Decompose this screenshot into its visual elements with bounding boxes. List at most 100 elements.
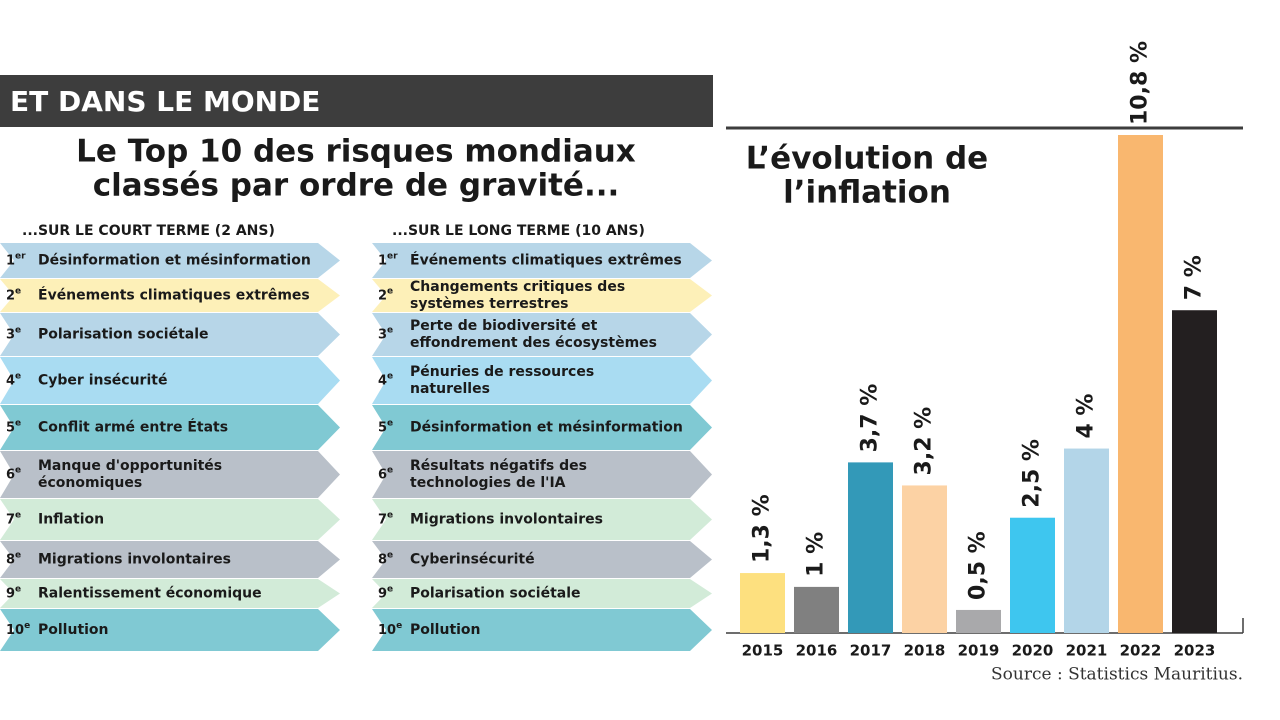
value-label: 2,5 % bbox=[1020, 439, 1045, 508]
rank: 7e bbox=[6, 510, 21, 527]
rank-number: 1 bbox=[378, 253, 387, 268]
risk-label: Pollution bbox=[38, 622, 109, 638]
rank-suffix: e bbox=[15, 286, 21, 296]
title-line: classés par ordre de gravité... bbox=[93, 168, 620, 204]
rank: 3e bbox=[378, 325, 393, 342]
risk-row bbox=[0, 579, 340, 608]
x-tick-label: 2022 bbox=[1120, 642, 1162, 660]
rank-number: 1 bbox=[6, 253, 15, 268]
rank-suffix: e bbox=[387, 325, 393, 335]
rank-suffix: e bbox=[15, 465, 21, 475]
risk-row bbox=[0, 313, 340, 356]
risk-row bbox=[372, 243, 712, 278]
rank: 6e bbox=[378, 465, 393, 482]
rank: 7e bbox=[378, 510, 393, 527]
risk-label: Perte de biodiversité et bbox=[410, 318, 598, 334]
risk-row bbox=[0, 405, 340, 450]
risk-row bbox=[372, 279, 712, 312]
risk-label: Résultats négatifs des bbox=[410, 458, 587, 474]
rank-suffix: e bbox=[387, 584, 393, 594]
risk-label: Événements climatiques extrêmes bbox=[410, 252, 682, 269]
rank-number: 2 bbox=[378, 288, 387, 303]
rank-number: 7 bbox=[6, 512, 15, 527]
bar bbox=[740, 573, 785, 633]
rank-number: 8 bbox=[378, 552, 387, 567]
rank: 9e bbox=[378, 584, 393, 601]
rank: 2e bbox=[378, 286, 393, 303]
list-heading: ...SUR LE LONG TERME (10 ANS) bbox=[392, 223, 645, 239]
rank-number: 3 bbox=[378, 327, 387, 342]
rank-number: 6 bbox=[6, 467, 15, 482]
bar bbox=[1064, 448, 1109, 633]
value-label: 4 % bbox=[1074, 394, 1099, 439]
risk-label: Polarisation sociétale bbox=[410, 586, 581, 602]
title-line: Le Top 10 des risques mondiaux bbox=[76, 134, 636, 170]
risk-label: Migrations involontaires bbox=[410, 512, 603, 528]
rank: 1er bbox=[378, 251, 398, 268]
x-tick-label: 2018 bbox=[904, 642, 946, 660]
rank-suffix: e bbox=[387, 286, 393, 296]
risk-label: Changements critiques des bbox=[410, 279, 625, 295]
rank: 2e bbox=[6, 286, 21, 303]
value-label: 3,2 % bbox=[912, 407, 937, 476]
bar bbox=[1172, 310, 1217, 633]
rank-suffix: e bbox=[15, 584, 21, 594]
risk-label: Cyberinsécurité bbox=[410, 552, 535, 568]
rank-number: 3 bbox=[6, 327, 15, 342]
header: ET DANS LE MONDE bbox=[10, 85, 320, 118]
rank-suffix: e bbox=[24, 621, 30, 631]
rank-number: 10 bbox=[6, 623, 24, 638]
rank-suffix: e bbox=[15, 510, 21, 520]
rank-suffix: e bbox=[15, 371, 21, 381]
value-label: 10,8 % bbox=[1128, 41, 1153, 125]
value-label: 0,5 % bbox=[966, 531, 991, 600]
rank: 9e bbox=[6, 584, 21, 601]
x-tick-label: 2020 bbox=[1012, 642, 1054, 660]
risk-row bbox=[372, 499, 712, 540]
risk-row bbox=[0, 499, 340, 540]
value-label: 1 % bbox=[804, 532, 829, 577]
rank-number: 8 bbox=[6, 552, 15, 567]
risk-row bbox=[0, 243, 340, 278]
risk-label: systèmes terrestres bbox=[410, 296, 569, 312]
rank-number: 5 bbox=[6, 420, 15, 435]
risk-label: Événements climatiques extrêmes bbox=[38, 287, 310, 304]
x-tick-label: 2017 bbox=[850, 642, 892, 660]
risk-label: Inflation bbox=[38, 512, 104, 528]
rank-suffix: e bbox=[387, 550, 393, 560]
rank: 10e bbox=[378, 621, 402, 638]
rank-suffix: e bbox=[15, 418, 21, 428]
rank-suffix: e bbox=[387, 418, 393, 428]
risk-row bbox=[372, 579, 712, 608]
chart-title: l’inflation bbox=[783, 175, 951, 211]
risk-label: Désinformation et mésinformation bbox=[410, 420, 683, 436]
rank-number: 2 bbox=[6, 288, 15, 303]
rank: 1er bbox=[6, 251, 26, 268]
x-tick-label: 2021 bbox=[1066, 642, 1108, 660]
risk-label: Migrations involontaires bbox=[38, 552, 231, 568]
risk-row bbox=[372, 313, 712, 356]
value-label: 7 % bbox=[1182, 255, 1207, 300]
x-tick-label: 2016 bbox=[796, 642, 838, 660]
risk-label: technologies de l'IA bbox=[410, 475, 566, 491]
risk-row bbox=[372, 541, 712, 578]
risk-label: naturelles bbox=[410, 381, 490, 397]
list-heading: ...SUR LE COURT TERME (2 ANS) bbox=[22, 223, 275, 239]
rank-number: 6 bbox=[378, 467, 387, 482]
x-tick-label: 2015 bbox=[742, 642, 784, 660]
bar bbox=[794, 586, 839, 633]
x-tick-label: 2019 bbox=[958, 642, 1000, 660]
rank-suffix: er bbox=[15, 251, 26, 261]
bar bbox=[1118, 135, 1163, 633]
value-label: 1,3 % bbox=[750, 494, 775, 563]
rank-number: 5 bbox=[378, 420, 387, 435]
rank-number: 9 bbox=[6, 586, 15, 601]
rank: 5e bbox=[378, 418, 393, 435]
rank-suffix: er bbox=[387, 251, 398, 261]
value-label: 3,7 % bbox=[858, 384, 883, 453]
chart-title: L’évolution de bbox=[746, 141, 988, 177]
risk-label: Pollution bbox=[410, 622, 481, 638]
risk-row bbox=[0, 451, 340, 498]
